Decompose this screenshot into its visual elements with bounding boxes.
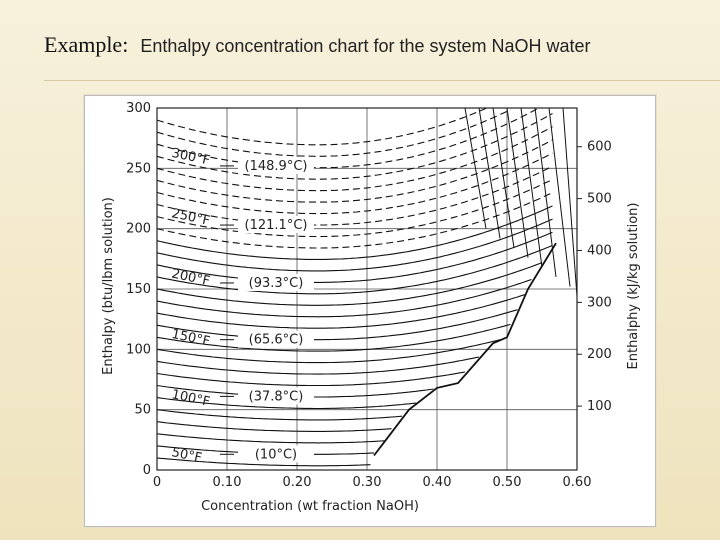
isotherm-curve (156, 152, 553, 215)
title-divider (44, 80, 720, 81)
isotherm-label-f: 250°F (170, 206, 211, 229)
isotherm-curve (156, 371, 466, 387)
isotherm-curve (156, 397, 417, 410)
isotherm-steep (506, 107, 529, 258)
x-tick-label: 0.40 (423, 475, 452, 490)
isotherm-steep (520, 107, 543, 268)
isotherm-label-c: (37.8°C) (249, 389, 304, 404)
isotherm-curve (156, 339, 501, 364)
isotherm-label-c: (65.6°C) (249, 333, 304, 348)
y2-axis-label: Enthalphy (kJ/kg solution) (626, 203, 641, 370)
y-tick-label: 250 (126, 161, 151, 176)
isotherm-label-c: (10°C) (255, 447, 297, 462)
isotherm-label-c: (121.1°C) (245, 218, 308, 233)
isotherm-curve (156, 139, 553, 203)
isotherm-major (156, 309, 518, 341)
isotherm-curve (156, 179, 553, 238)
isotherm-steep (548, 107, 571, 287)
isotherm-curve (156, 107, 487, 146)
isotherm-curve (156, 433, 385, 444)
isotherm-major (156, 107, 539, 169)
isotherm-steep (478, 107, 501, 239)
y2-tick-label: 500 (587, 192, 612, 207)
isotherm-curve (156, 278, 532, 318)
isotherm-curve (156, 262, 543, 306)
label-bg (238, 156, 314, 174)
y2-tick-label: 100 (587, 399, 612, 414)
x-tick-label: 0 (153, 475, 161, 490)
x-tick-label: 0.50 (493, 475, 522, 490)
label-bg (238, 330, 314, 348)
isotherm-curve (156, 192, 553, 249)
isotherm-label-c: (93.3°C) (249, 276, 304, 291)
isotherm-major (156, 231, 553, 283)
label-bg (238, 216, 314, 234)
y2-tick-label: 400 (587, 243, 612, 258)
label-bg (238, 273, 314, 291)
label-bg (238, 445, 314, 463)
isotherm-label-f: 200°F (170, 267, 211, 290)
y-tick-label: 150 (126, 282, 151, 297)
isotherm-curve (156, 457, 371, 467)
plot-frame (156, 107, 578, 471)
x-tick-label: 0.30 (353, 475, 382, 490)
label-bg (238, 387, 314, 405)
y-tick-label: 0 (143, 463, 151, 478)
enthalpy-chart: 50°F (10°C) 100°F (37.8°C) 150°F (65.6°C) 200°… (101, 101, 641, 514)
isotherm-label-f: 150°F (170, 327, 211, 350)
saturation-line (373, 242, 557, 457)
y-tick-label: 100 (126, 342, 151, 357)
isotherm-curve (156, 356, 480, 375)
axes: 0 0.10 0.20 0.30 0.40 0.50 0.60 0 50 100 150 200 250… (126, 101, 612, 490)
x-axis-label: Concentration (wt fraction NaOH) (201, 499, 419, 514)
y2-tick-label: 300 (587, 295, 612, 310)
isotherm-curve (156, 409, 403, 421)
saturation-boundary (373, 242, 557, 457)
y-tick-label: 50 (134, 403, 151, 418)
isotherm-major (156, 165, 553, 226)
isotherm-label-c: (148.9°C) (245, 159, 308, 174)
isotherm-curve (156, 113, 553, 180)
isotherm-steep (492, 107, 515, 249)
chart-image: 50°F (10°C) 100°F (37.8°C) 150°F (65.6°C) 200°… (84, 95, 656, 527)
isotherm-label-f: 50°F (170, 445, 203, 466)
isotherm-curve (156, 109, 511, 157)
y2-tick-label: 200 (587, 347, 612, 362)
isotherm-curve (156, 218, 553, 272)
x-tick-label: 0.20 (283, 475, 312, 490)
isotherm-curve (156, 205, 553, 260)
isotherm-label-f: 100°F (170, 387, 211, 410)
slide-label: Example: (44, 32, 129, 57)
isotherm-curve (156, 421, 392, 432)
isotherm-curve (156, 323, 511, 352)
y2-tick-label: 600 (587, 140, 612, 155)
x-tick-label: 0.60 (563, 475, 592, 490)
y-tick-label: 200 (126, 222, 151, 237)
isotherm-curve (156, 244, 553, 295)
isotherm-steep (562, 107, 578, 297)
y-tick-label: 300 (126, 101, 151, 116)
isotherm-curves: 50°F (10°C) 100°F (37.8°C) 150°F (65.6°C) 200°… (156, 107, 578, 467)
slide-title: Enthalpy concentration chart for the sys… (140, 36, 591, 56)
y-axis-label: Enthalpy (btu/lbm solution) (101, 197, 116, 375)
isotherm-curve (156, 294, 525, 329)
x-tick-label: 0.10 (213, 475, 242, 490)
slide-header: Example: Enthalpy concentration chart fo… (44, 32, 591, 58)
isotherm-steep (464, 107, 487, 229)
